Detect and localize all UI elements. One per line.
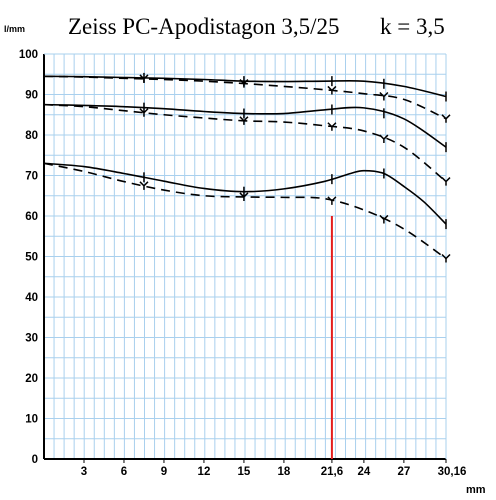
tick-labels: 0 10 20 30 40 50 60 70 80 90 100 3 6 9 12 15 18 21,6 24 27 3…: [19, 49, 467, 478]
series-group: [43, 72, 451, 459]
y-tick-label: 40: [25, 292, 38, 304]
y-tick-label: 30: [25, 333, 38, 345]
curve-marker: [139, 74, 149, 83]
curve-marker: [327, 196, 337, 205]
curve-marker: [327, 122, 337, 131]
x-tick-label: 18: [278, 466, 291, 478]
curve-marker: [239, 79, 249, 88]
curve-marker: [441, 114, 451, 123]
curve-marker: [139, 181, 149, 190]
y-tick-label: 80: [25, 130, 38, 142]
y-tick-label: 100: [19, 49, 38, 61]
x-tick-label: 12: [198, 466, 211, 478]
x-tick-label: 21,6: [321, 466, 343, 478]
y-tick-label: 0: [32, 454, 38, 466]
curve-marker: [239, 116, 249, 125]
chart-title: Zeiss PC-Apodistagon 3,5/25: [68, 14, 340, 39]
x-tick-label: 3: [81, 466, 87, 478]
x-tick-label: 9: [161, 466, 167, 478]
y-tick-label: 20: [25, 373, 38, 385]
x-tick-label: 30,16: [438, 466, 467, 478]
grid: [44, 54, 446, 459]
x-tick-label: 6: [121, 466, 127, 478]
x-tick-label: 15: [238, 466, 251, 478]
y-tick-label: 90: [25, 90, 38, 102]
curve-marker: [239, 192, 249, 201]
y-tick-label: 60: [25, 211, 38, 223]
y-tick-label: 50: [25, 252, 38, 264]
curve-marker: [139, 108, 149, 117]
curve-marker: [379, 134, 389, 144]
y-tick-label: 10: [25, 414, 38, 426]
x-tick-label: 24: [357, 466, 370, 478]
y-tick-label: 70: [25, 171, 38, 183]
curve-marker: [441, 253, 451, 263]
x-axis-unit: mm: [466, 484, 486, 496]
curve-marker: [379, 214, 389, 224]
y-axis-unit: l/mm: [4, 24, 26, 34]
curve-marker: [327, 85, 337, 95]
curve-marker: [379, 91, 389, 101]
sagittal-mtf-line: [43, 162, 447, 225]
curve-marker: [441, 177, 451, 186]
x-tick-label: 27: [397, 466, 410, 478]
aperture-label: k = 3,5: [380, 14, 445, 39]
